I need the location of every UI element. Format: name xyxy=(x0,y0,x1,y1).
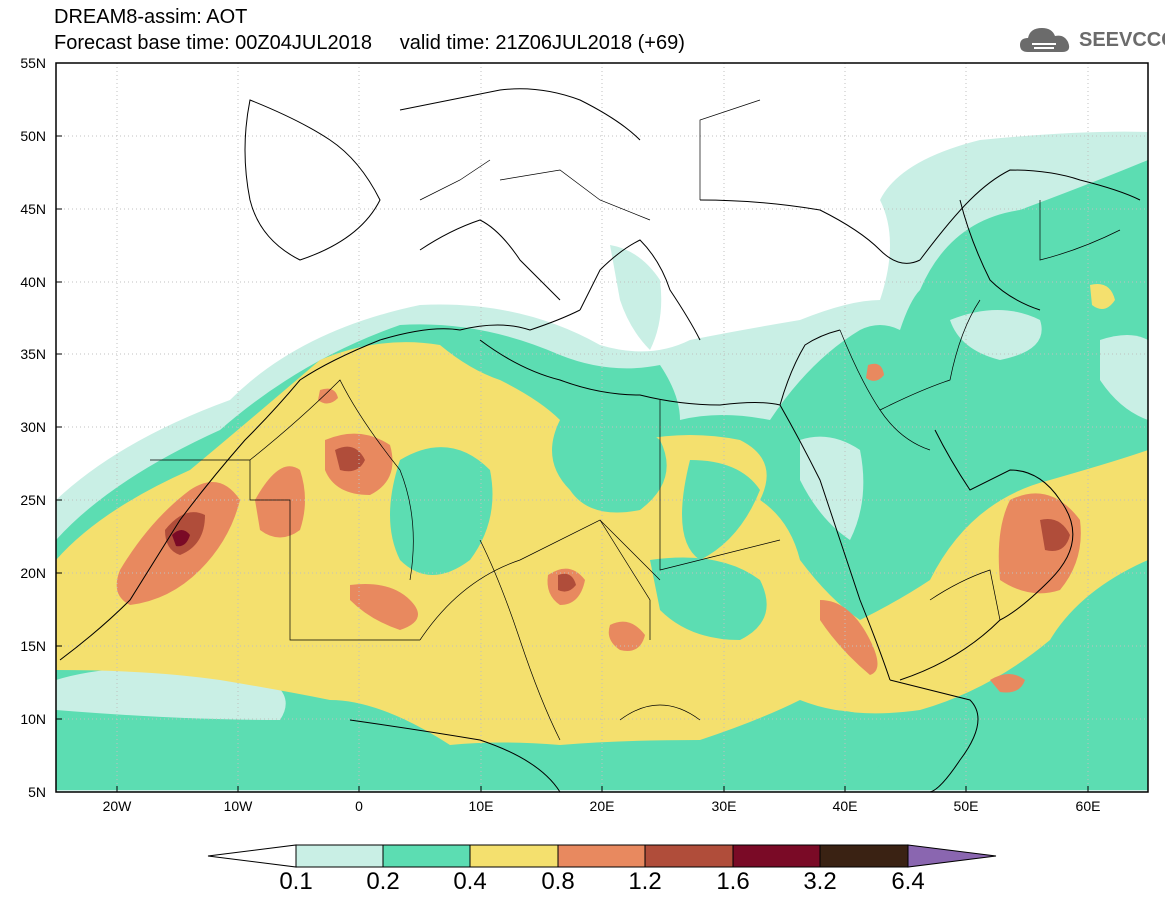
lat-label: 35N xyxy=(20,346,46,362)
lat-label: 40N xyxy=(20,274,46,290)
lat-label: 25N xyxy=(20,492,46,508)
colorbar-segment-1.6 xyxy=(732,844,821,868)
colorbar-segment-0.2 xyxy=(382,844,471,868)
lat-label: 45N xyxy=(20,201,46,217)
lon-label: 20E xyxy=(589,798,615,814)
lat-label: 50N xyxy=(20,128,46,144)
lat-label: 15N xyxy=(20,638,46,654)
lon-label: 10E xyxy=(468,798,494,814)
lat-label: 55N xyxy=(20,55,46,71)
lon-label: 50E xyxy=(953,798,979,814)
lon-label: 30E xyxy=(711,798,737,814)
colorbar-label: 1.6 xyxy=(716,868,750,895)
colorbar-segment-0.8 xyxy=(557,844,646,868)
country-borders xyxy=(150,99,1121,741)
colorbar-segment-above xyxy=(907,844,997,868)
colorbar-label: 3.2 xyxy=(803,868,837,895)
lat-label: 5N xyxy=(28,784,46,800)
lat-label: 30N xyxy=(20,419,46,435)
colorbar-label: 0.4 xyxy=(453,868,487,895)
lat-label: 10N xyxy=(20,711,46,727)
cloud-icon xyxy=(1020,28,1070,52)
colorbar-segment-0.4 xyxy=(469,844,559,868)
lat-label: 20N xyxy=(20,565,46,581)
lon-label: 0 xyxy=(355,798,363,814)
forecast-time-line: Forecast base time: 00Z04JUL2018 valid t… xyxy=(54,32,685,54)
colorbar-label: 1.2 xyxy=(628,868,662,895)
colorbar-label: 0.8 xyxy=(541,868,575,895)
colorbar-label: 6.4 xyxy=(891,868,925,895)
lon-label: 20W xyxy=(102,798,132,814)
colorbar-label: 0.1 xyxy=(279,868,313,895)
colorbar-segment-3.2 xyxy=(819,844,909,868)
seevccc-logo-text: SEEVCCC xyxy=(1079,29,1165,51)
colorbar-segment-0.1 xyxy=(295,844,384,868)
map-title: DREAM8-assim: AOT xyxy=(54,6,248,28)
lon-label: 10W xyxy=(223,798,253,814)
lon-label: 40E xyxy=(832,798,858,814)
coastlines xyxy=(59,88,1141,792)
lon-label: 60E xyxy=(1075,798,1101,814)
colorbar-label: 0.2 xyxy=(366,868,400,895)
aot-contour-1.6 xyxy=(172,530,190,547)
colorbar-segment-1.2 xyxy=(644,844,734,868)
colorbar-segment-below xyxy=(207,844,297,868)
